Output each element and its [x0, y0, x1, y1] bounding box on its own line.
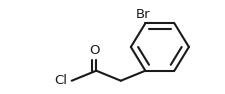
Text: Cl: Cl — [54, 74, 67, 87]
Text: O: O — [89, 44, 99, 57]
Text: Br: Br — [135, 8, 150, 21]
